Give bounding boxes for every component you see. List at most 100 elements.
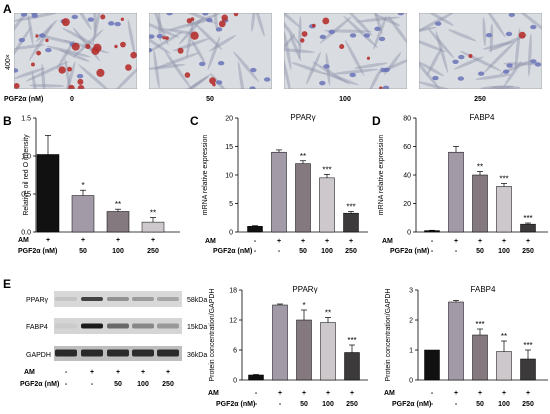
cell-fiber <box>155 52 200 69</box>
y-axis-label: Relative oil red O intensity <box>23 134 30 216</box>
y-tick-label: 0.5 <box>21 192 31 199</box>
chart-title: PPARγ <box>290 113 315 122</box>
pgf-sign-2: 100 <box>112 248 124 255</box>
cell-fiber <box>72 13 92 30</box>
lipid-droplet <box>125 64 132 71</box>
am-sign-0: + <box>46 237 50 244</box>
cell-nucleus <box>374 26 381 32</box>
lipid-droplet <box>120 41 126 48</box>
cell-fiber <box>149 31 183 54</box>
am-sign-2: + <box>478 390 482 397</box>
y-tick-label: 80 <box>403 116 411 123</box>
micrograph-1 <box>149 13 272 89</box>
y-tick-label: 0 <box>233 378 237 385</box>
bar-0 <box>36 154 60 233</box>
lipid-droplet <box>218 20 226 28</box>
y-axis-label: Protein concentration/GAPDH <box>209 289 216 382</box>
am-sign-1: + <box>454 238 458 245</box>
pgf-sign-3: 250 <box>147 248 159 255</box>
cell-nucleus <box>477 71 485 76</box>
cell-fiber <box>289 33 302 61</box>
micrograph-0 <box>14 13 137 89</box>
lipid-droplet <box>77 84 85 89</box>
cell-fiber <box>453 56 484 70</box>
am-sign-0: - <box>255 390 258 397</box>
cell-nucleus <box>217 61 225 66</box>
cell-fiber <box>514 13 542 34</box>
bar-2 <box>472 174 488 233</box>
band-r1-l0 <box>55 323 77 329</box>
lipid-droplet <box>177 47 184 54</box>
micrograph-3 <box>419 13 542 89</box>
micrograph-dose-100: 100 <box>339 96 351 103</box>
cell-nucleus <box>505 31 513 37</box>
cell-fiber <box>324 29 372 33</box>
am-sign-2: + <box>478 238 482 245</box>
cell-fiber <box>284 31 292 70</box>
pgf-sign-4: 250 <box>522 401 534 408</box>
y-tick-label: 60 <box>403 144 411 151</box>
cell-fiber <box>483 40 517 73</box>
blot-kda-fabp4: 15kDa <box>187 324 207 331</box>
y-tick-label: 6 <box>233 348 237 355</box>
cell-fiber <box>254 13 265 37</box>
cell-nucleus <box>328 29 335 35</box>
significance-4: *** <box>346 202 355 211</box>
bar-2 <box>295 163 311 233</box>
cell-fiber <box>373 15 387 50</box>
cell-fiber <box>325 52 331 86</box>
am-sign-3: + <box>325 238 329 245</box>
cell-fiber <box>448 29 477 42</box>
bar-1 <box>71 195 95 233</box>
panel-letter-e: E <box>3 277 11 291</box>
y-tick-label: 0.0 <box>21 230 31 237</box>
pgf-sign-3: 100 <box>321 248 333 255</box>
cell-fiber <box>46 45 91 58</box>
band-r0-l1 <box>81 297 103 301</box>
cell-fiber <box>322 72 359 86</box>
am-sign-1: + <box>454 390 458 397</box>
cell-nucleus <box>87 17 94 22</box>
cell-fiber <box>369 66 383 89</box>
lipid-droplet <box>165 36 169 40</box>
band-r1-l2 <box>107 323 129 329</box>
lipid-droplet <box>184 72 191 78</box>
cell-fiber <box>480 85 514 89</box>
significance-4: *** <box>347 336 356 345</box>
cell-fiber <box>482 41 514 50</box>
blot-kda-gapdh: 36kDa <box>187 352 207 359</box>
pgf-sign-3: 100 <box>498 401 510 408</box>
am-sign-2: + <box>116 237 120 244</box>
chart-fabp4-mrna: 0 20 40 60 80 mRNA relative expression FABP4 - -… <box>378 113 548 255</box>
band-r1-l4 <box>157 323 179 329</box>
cell-fiber <box>168 19 209 31</box>
chart-title: PPARγ <box>292 285 317 294</box>
am-sign-0: - <box>254 238 257 245</box>
cell-nucleus <box>20 13 28 17</box>
cell-fiber <box>186 19 194 58</box>
panel-letter-d: D <box>372 114 381 128</box>
cell-fiber <box>153 50 160 89</box>
pgf-sign-0: - <box>47 248 50 255</box>
cell-fiber <box>490 85 521 89</box>
cell-nucleus <box>166 13 173 16</box>
pgf-sign-2: 50 <box>476 248 484 255</box>
lipid-droplet <box>190 31 199 40</box>
lipid-droplet <box>468 54 473 59</box>
cell-nucleus <box>45 47 52 53</box>
bar-4 <box>344 352 360 381</box>
micrograph-bg <box>149 13 272 89</box>
cell-nucleus <box>349 33 357 38</box>
y-tick-label: 15 <box>225 144 233 151</box>
cell-nucleus <box>215 27 223 32</box>
cell-fiber <box>419 37 446 53</box>
cell-fiber <box>482 17 487 47</box>
cell-fiber <box>209 34 237 52</box>
y-axis-label: Protein concentration/GAPDH <box>385 289 392 382</box>
cell-fiber <box>58 49 90 62</box>
y-tick-label: 18 <box>229 288 237 295</box>
band-r2-l3 <box>132 349 154 357</box>
y-tick-label: 0 <box>407 230 411 237</box>
cell-fiber <box>237 60 246 89</box>
